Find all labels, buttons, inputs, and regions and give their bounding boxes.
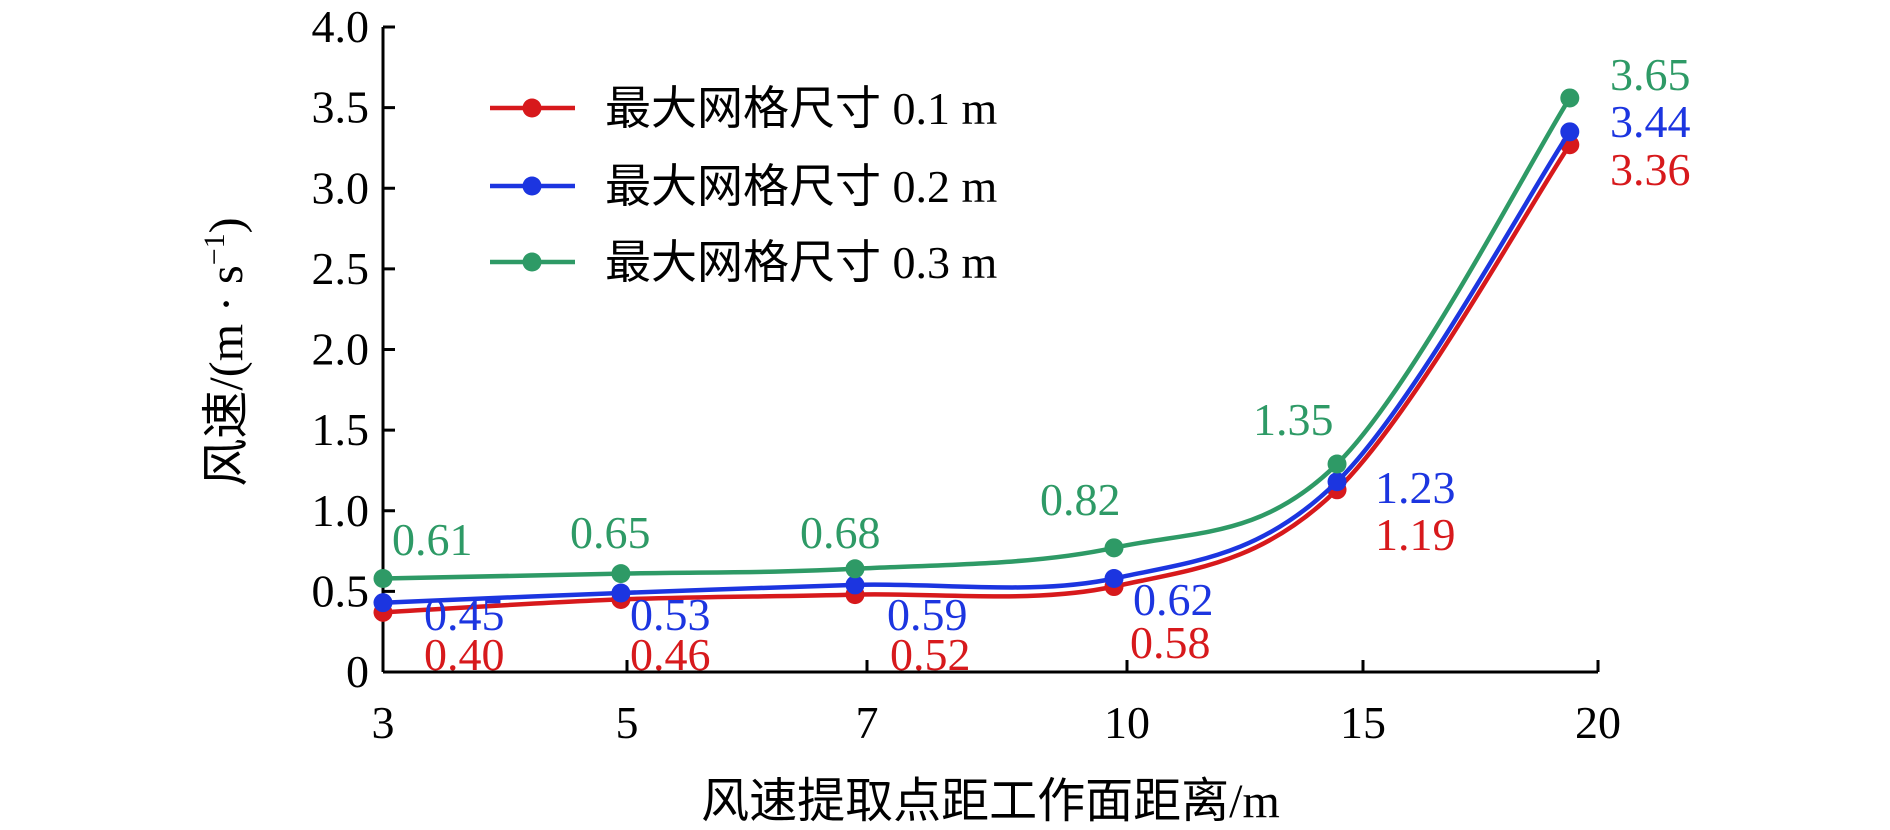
data-label-series-3: 0.68 (800, 507, 881, 558)
y-axis-title: 风速/(m · s−1) (198, 217, 253, 486)
y-tick-label: 4.0 (312, 1, 370, 52)
data-label-series-1: 0.46 (630, 629, 711, 680)
legend-label-2: 最大网格尺寸 0.2 m (605, 161, 998, 212)
data-point-series-2 (373, 593, 393, 613)
y-tick-label: 1.5 (312, 404, 370, 455)
data-point-series-3 (1104, 538, 1124, 558)
y-axis-title-superscript: −1 (198, 233, 231, 265)
data-point-series-3 (611, 564, 631, 584)
y-tick-label: 3.5 (312, 82, 370, 133)
y-tick-label: 2.0 (312, 324, 370, 375)
data-point-series-2 (1560, 122, 1580, 142)
x-tick-label: 20 (1575, 697, 1621, 748)
legend-marker-1 (522, 98, 542, 118)
data-point-series-2 (611, 583, 631, 603)
data-point-series-3 (1327, 454, 1347, 474)
data-label-series-3: 0.65 (570, 507, 651, 558)
series-line-2 (382, 130, 1572, 605)
data-point-series-2 (1327, 472, 1347, 492)
x-tick-label: 10 (1104, 697, 1150, 748)
x-tick-label: 7 (856, 697, 879, 748)
data-label-series-2: 0.53 (630, 589, 711, 640)
y-tick-label: 1.0 (312, 485, 370, 536)
data-label-series-2: 3.44 (1610, 96, 1691, 147)
data-label-series-1: 0.58 (1130, 617, 1211, 668)
y-tick-label: 0.5 (312, 565, 370, 616)
data-point-series-3 (373, 568, 393, 588)
data-point-series-3 (1560, 88, 1580, 108)
data-label-series-2: 0.62 (1133, 574, 1214, 625)
legend-marker-3 (522, 252, 542, 272)
series-line-3 (382, 96, 1572, 581)
data-point-series-2 (1104, 568, 1124, 588)
data-point-series-2 (845, 575, 865, 595)
data-label-series-2: 1.23 (1375, 462, 1456, 513)
y-tick-label: 2.5 (312, 243, 370, 294)
data-label-series-2: 0.59 (887, 589, 968, 640)
x-tick-label: 5 (616, 697, 639, 748)
y-tick-label: 3.0 (312, 162, 370, 213)
data-label-series-1: 0.52 (890, 629, 971, 680)
x-tick-label: 3 (372, 697, 395, 748)
data-label-series-3: 1.35 (1253, 394, 1334, 445)
y-axis-title-main: 风速/(m · s (200, 265, 253, 486)
y-tick-label: 0 (346, 646, 369, 697)
data-label-series-2: 0.45 (424, 589, 505, 640)
data-point-series-3 (845, 559, 865, 579)
legend-label-3: 最大网格尺寸 0.3 m (605, 237, 998, 288)
data-label-series-1: 3.36 (1610, 144, 1691, 195)
series-line-1 (382, 143, 1572, 615)
legend-label-1: 最大网格尺寸 0.1 m (605, 83, 998, 134)
data-label-series-1: 0.40 (424, 629, 505, 680)
data-label-series-3: 0.61 (392, 514, 473, 565)
data-label-series-1: 1.19 (1375, 509, 1456, 560)
x-axis-title: 风速提取点距工作面距离/m (701, 775, 1280, 828)
y-axis-title-close: ) (200, 217, 253, 233)
data-label-series-3: 3.65 (1610, 49, 1691, 100)
data-label-series-3: 0.82 (1040, 474, 1121, 525)
x-tick-label: 15 (1340, 697, 1386, 748)
legend-marker-2 (522, 176, 542, 196)
